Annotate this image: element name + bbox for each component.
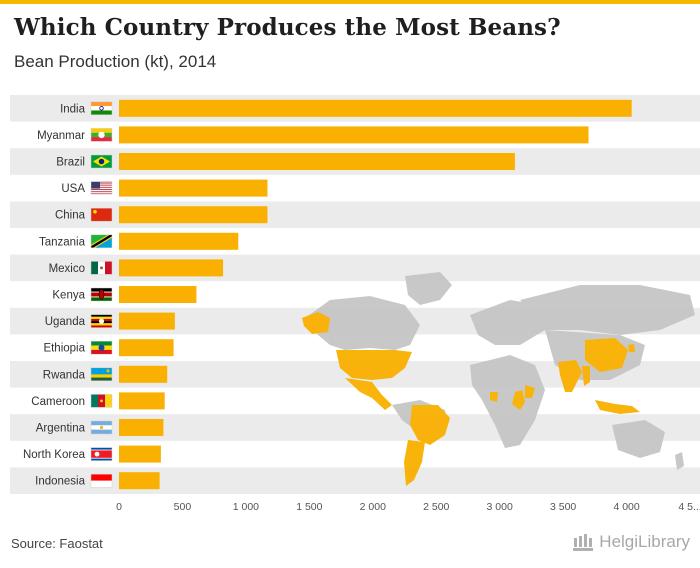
bar-ethiopia bbox=[119, 339, 174, 357]
map-landmass bbox=[595, 400, 640, 414]
bar-india bbox=[119, 99, 632, 117]
flag-cameroon-icon bbox=[90, 394, 113, 408]
x-tick-label: 3 000 bbox=[487, 501, 513, 513]
x-tick-label: 500 bbox=[174, 501, 192, 513]
x-tick-label: 1 000 bbox=[233, 501, 259, 513]
map-landmass bbox=[470, 355, 545, 448]
map-landmass bbox=[336, 350, 412, 380]
category-label: Uganda bbox=[45, 316, 86, 328]
map-landmass bbox=[612, 420, 665, 458]
x-tick-label: 3 500 bbox=[550, 501, 576, 513]
bar-chart: India Myanmar Brazil USA China Tanzania Mexico… bbox=[10, 95, 700, 513]
bar-usa bbox=[119, 179, 268, 197]
category-label: Indonesia bbox=[35, 476, 85, 488]
world-map-icon bbox=[302, 272, 695, 486]
category-label: Argentina bbox=[36, 423, 86, 435]
flag-mexico-icon bbox=[90, 261, 113, 275]
category-label: Brazil bbox=[56, 157, 85, 169]
source-note: Source: Faostat bbox=[11, 536, 103, 551]
chart-subtitle: Bean Production (kt), 2014 bbox=[14, 52, 217, 71]
map-landmass bbox=[558, 360, 582, 392]
map-landmass bbox=[520, 285, 695, 335]
category-label: Rwanda bbox=[43, 369, 86, 381]
row-band bbox=[10, 467, 700, 494]
brand-logo[interactable]: HelgiLibrary bbox=[572, 532, 690, 552]
flag-ethiopia-icon bbox=[90, 340, 113, 355]
map-landmass bbox=[585, 338, 628, 372]
bar-myanmar bbox=[119, 126, 589, 144]
flag-north-korea-icon bbox=[90, 447, 113, 461]
map-landmass bbox=[470, 300, 545, 345]
bar-rwanda bbox=[119, 365, 168, 383]
category-label: Ethiopia bbox=[43, 343, 85, 355]
bar-north-korea bbox=[119, 445, 161, 463]
flag-usa-icon bbox=[90, 181, 113, 195]
category-label: Kenya bbox=[52, 290, 85, 302]
bar-china bbox=[119, 206, 268, 224]
bar-mexico bbox=[119, 259, 224, 277]
flag-indonesia-icon bbox=[90, 473, 113, 488]
flag-rwanda-icon bbox=[90, 367, 113, 382]
category-label: Myanmar bbox=[37, 130, 85, 142]
row-band bbox=[10, 414, 700, 441]
flag-india-icon bbox=[90, 101, 113, 116]
map-landmass bbox=[305, 296, 420, 350]
map-landmass bbox=[405, 272, 452, 305]
map-landmass bbox=[582, 366, 590, 386]
flag-brazil-icon bbox=[90, 154, 113, 169]
row-band bbox=[10, 254, 700, 282]
top-accent-bar bbox=[0, 0, 700, 4]
bar-cameroon bbox=[119, 392, 165, 410]
category-label: China bbox=[55, 210, 86, 222]
flag-tanzania-icon bbox=[90, 234, 113, 249]
map-landmass bbox=[302, 312, 330, 334]
map-landmass bbox=[628, 344, 635, 352]
chart-title: Which Country Produces the Most Beans? bbox=[14, 14, 561, 41]
category-label: India bbox=[60, 103, 86, 115]
map-landmass bbox=[512, 390, 525, 410]
flag-myanmar-icon bbox=[90, 128, 113, 142]
brand-name: HelgiLibrary bbox=[599, 532, 690, 551]
x-tick-label: 4 000 bbox=[613, 501, 639, 513]
map-landmass bbox=[345, 378, 392, 410]
row-band bbox=[10, 201, 700, 228]
library-columns-icon bbox=[573, 534, 594, 551]
map-landmass bbox=[404, 440, 425, 486]
bar-kenya bbox=[119, 286, 197, 303]
flag-china-icon bbox=[90, 207, 113, 222]
category-label: Cameroon bbox=[31, 396, 85, 408]
category-label: North Korea bbox=[23, 449, 86, 461]
flag-argentina-icon bbox=[90, 420, 113, 435]
x-tick-label: 4 5... bbox=[678, 501, 700, 513]
bar-uganda bbox=[119, 312, 175, 330]
map-landmass bbox=[525, 385, 535, 398]
x-tick-label: 2 500 bbox=[423, 501, 449, 513]
x-tick-label: 0 bbox=[116, 501, 122, 513]
map-landmass bbox=[675, 452, 684, 470]
bar-indonesia bbox=[119, 472, 160, 490]
category-label: Mexico bbox=[49, 263, 85, 275]
category-label: USA bbox=[61, 183, 85, 195]
map-landmass bbox=[410, 405, 450, 445]
bar-tanzania bbox=[119, 232, 239, 250]
flag-kenya-icon bbox=[90, 287, 113, 302]
x-tick-label: 2 000 bbox=[360, 501, 386, 513]
map-landmass bbox=[490, 392, 498, 402]
x-tick-label: 1 500 bbox=[296, 501, 322, 513]
bar-brazil bbox=[119, 153, 515, 170]
category-label: Tanzania bbox=[39, 236, 86, 248]
flag-uganda-icon bbox=[90, 314, 113, 328]
bar-argentina bbox=[119, 419, 164, 436]
